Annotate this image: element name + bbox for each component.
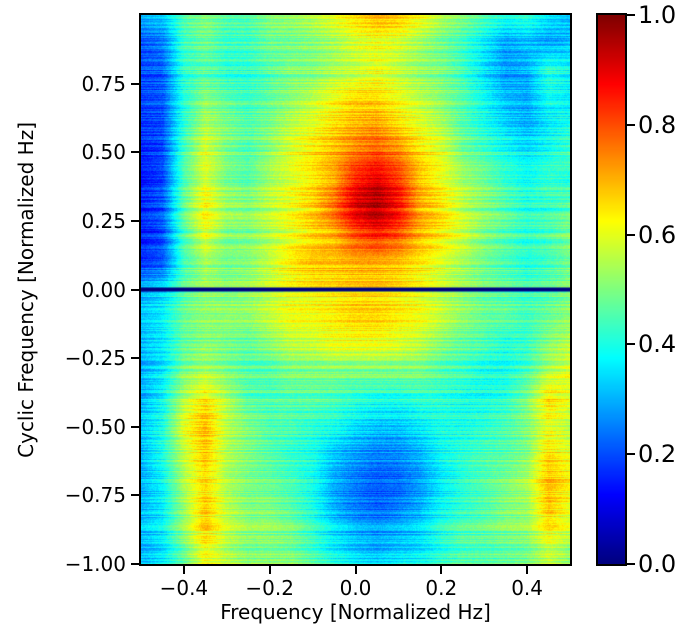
- y-tick-mark: [131, 151, 139, 154]
- x-axis-label: Frequency [Normalized Hz]: [220, 600, 491, 624]
- colorbar-canvas: [596, 13, 627, 566]
- y-tick-label: −0.50: [64, 414, 126, 439]
- y-tick-label: −0.25: [64, 346, 126, 371]
- x-tick-mark: [354, 566, 357, 574]
- colorbar-tick-label: 0.6: [638, 220, 677, 249]
- colorbar-tick-mark: [627, 14, 635, 16]
- colorbar-tick-label: 0.4: [638, 330, 677, 359]
- colorbar-tick-mark: [627, 343, 635, 346]
- y-tick-mark: [131, 219, 139, 222]
- x-tick-label: 0.4: [511, 576, 543, 600]
- x-tick-label: 0.0: [339, 576, 372, 600]
- y-tick-label: −0.75: [64, 483, 126, 508]
- colorbar-tick-mark: [627, 563, 635, 565]
- y-tick-mark: [131, 357, 139, 360]
- x-tick-mark: [526, 566, 529, 574]
- colorbar-tick-label: 0.0: [638, 550, 677, 578]
- y-tick-label: 0.75: [81, 71, 126, 96]
- y-tick-label: −1.00: [64, 552, 126, 576]
- y-tick-mark: [131, 563, 139, 565]
- colorbar-tick-mark: [627, 453, 635, 456]
- y-tick-mark: [131, 288, 139, 291]
- colorbar-tick-label: 0.2: [638, 440, 677, 469]
- colorbar-tick-mark: [627, 233, 635, 236]
- colorbar-tick-label: 1.0: [638, 1, 677, 29]
- y-tick-label: 0.00: [81, 277, 126, 302]
- y-tick-mark: [131, 494, 139, 497]
- colorbar-tick-mark: [627, 123, 635, 126]
- x-tick-mark: [268, 566, 271, 574]
- x-tick-label: 0.2: [425, 576, 458, 600]
- x-tick-label: −0.2: [245, 576, 294, 600]
- colorbar-tick-label: 0.8: [638, 110, 677, 139]
- x-tick-label: −0.4: [159, 576, 209, 600]
- x-tick-mark: [182, 566, 185, 574]
- y-tick-mark: [131, 82, 139, 85]
- x-tick-mark: [440, 566, 443, 574]
- heatmap-canvas: [139, 13, 572, 566]
- y-tick-mark: [131, 425, 139, 428]
- y-tick-label: 0.25: [81, 208, 126, 233]
- y-tick-label: 0.50: [81, 140, 126, 165]
